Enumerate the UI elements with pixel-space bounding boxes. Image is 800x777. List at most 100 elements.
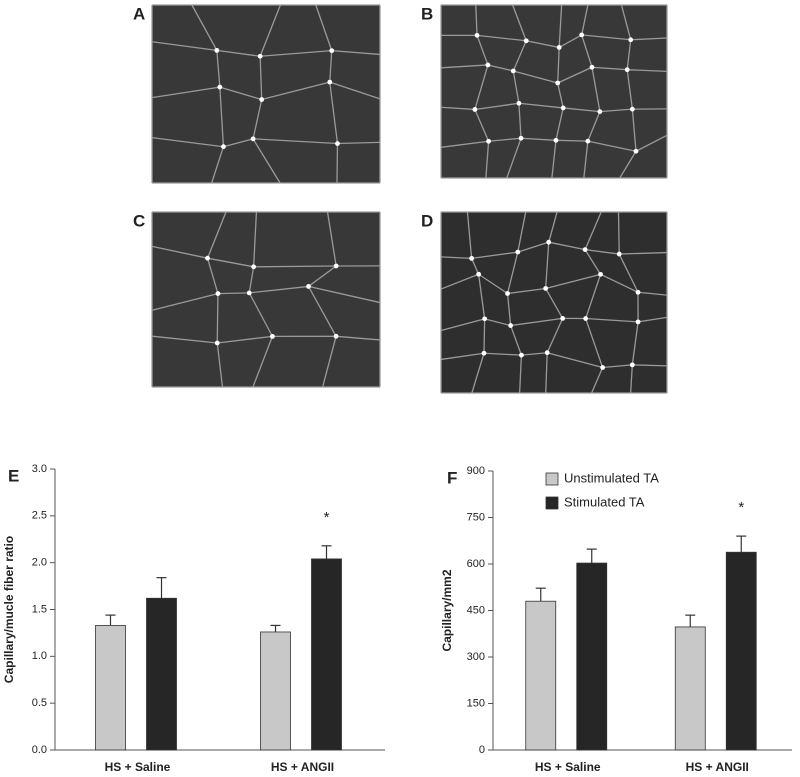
cell-border [308, 265, 337, 287]
x-tick-label: HS + ANGII [271, 760, 334, 774]
cell-border [546, 318, 564, 353]
cell-border [518, 355, 523, 394]
cell-border [521, 352, 548, 356]
cell-border [506, 293, 512, 326]
capillary [221, 144, 226, 150]
cell-border [322, 336, 337, 388]
capillary [516, 100, 522, 106]
capillary [486, 138, 492, 144]
cell-border [259, 56, 263, 100]
cell-border [555, 139, 588, 142]
capillary [329, 48, 335, 54]
micrographs [151, 4, 668, 394]
cell-border [627, 69, 668, 73]
cell-border [474, 64, 489, 110]
error-bar [105, 614, 116, 626]
cell-border [548, 211, 558, 243]
cell-border [151, 86, 220, 99]
cell-border [151, 292, 219, 311]
micrograph [440, 211, 668, 394]
cell-border [632, 364, 668, 367]
cell-border [483, 352, 522, 356]
capillary [505, 291, 510, 296]
capillary [582, 247, 588, 252]
cell-border [471, 258, 480, 275]
capillary [510, 68, 516, 74]
y-tick-label: 1.0 [32, 650, 47, 662]
cell-border [637, 316, 668, 323]
capillary [250, 136, 256, 142]
cell-border [630, 37, 668, 41]
capillary [474, 32, 480, 38]
cell-border [223, 138, 254, 148]
cell-border [545, 242, 550, 289]
error-bar [586, 548, 597, 564]
cell-border [151, 245, 208, 259]
cell-border [547, 352, 603, 369]
cell-border [329, 82, 339, 144]
error-bar [156, 577, 167, 599]
bar [725, 551, 757, 751]
legend-label: Unstimulated TA [564, 470, 659, 485]
capillary [333, 333, 339, 339]
capillary [270, 333, 275, 339]
cell-border [487, 64, 514, 72]
cell-border [151, 41, 217, 52]
cell-border [581, 34, 593, 68]
cell-border [517, 241, 549, 253]
cell-border [440, 106, 475, 111]
y-tick-label: 600 [467, 558, 485, 570]
cell-border [336, 335, 381, 341]
cell-border [517, 211, 527, 253]
cell-border [440, 352, 485, 361]
cell-border [217, 292, 250, 295]
cell-border [631, 109, 637, 152]
capillary [583, 316, 589, 321]
capillary [629, 362, 635, 368]
cell-border [326, 211, 337, 267]
y-tick-label: 0.5 [32, 697, 47, 709]
capillary [546, 239, 552, 245]
capillary [585, 138, 591, 144]
cell-border [518, 103, 522, 139]
cell-border [252, 336, 274, 388]
panel-label: A [133, 4, 145, 23]
cell-border [618, 253, 639, 293]
cell-border [584, 211, 602, 250]
legend-swatch [545, 472, 559, 486]
capillary [598, 271, 603, 277]
cell-border [440, 64, 488, 69]
annotation: * [738, 499, 744, 516]
capillary [589, 64, 595, 70]
micrograph-bg [152, 5, 380, 183]
micrograph [151, 4, 381, 184]
cell-border [216, 342, 224, 388]
error-bar [270, 624, 281, 632]
cell-border [555, 107, 564, 141]
capillary [469, 255, 475, 261]
y-tick-label: 2.0 [32, 557, 47, 569]
capillary [635, 319, 641, 325]
cell-border [307, 286, 337, 337]
capillary [518, 135, 524, 141]
y-tick-label: 750 [467, 511, 485, 523]
capillary [214, 340, 220, 346]
cell-border [581, 34, 631, 41]
cell-border [252, 138, 281, 184]
cell-border [206, 211, 227, 259]
cell-border [584, 249, 602, 275]
cell-border [635, 134, 668, 152]
capillary [543, 286, 549, 291]
y-tick-label: 2.5 [32, 510, 47, 522]
cell-border [510, 317, 563, 327]
cell-border [211, 146, 225, 184]
y-tick-label: 900 [467, 465, 485, 477]
cell-border [485, 141, 490, 179]
capillary [327, 79, 333, 85]
x-tick-label: HS + Saline [535, 760, 601, 774]
cell-border [308, 285, 381, 304]
micrograph-bg [441, 5, 667, 178]
cell-border [512, 40, 527, 72]
capillary [628, 37, 634, 43]
